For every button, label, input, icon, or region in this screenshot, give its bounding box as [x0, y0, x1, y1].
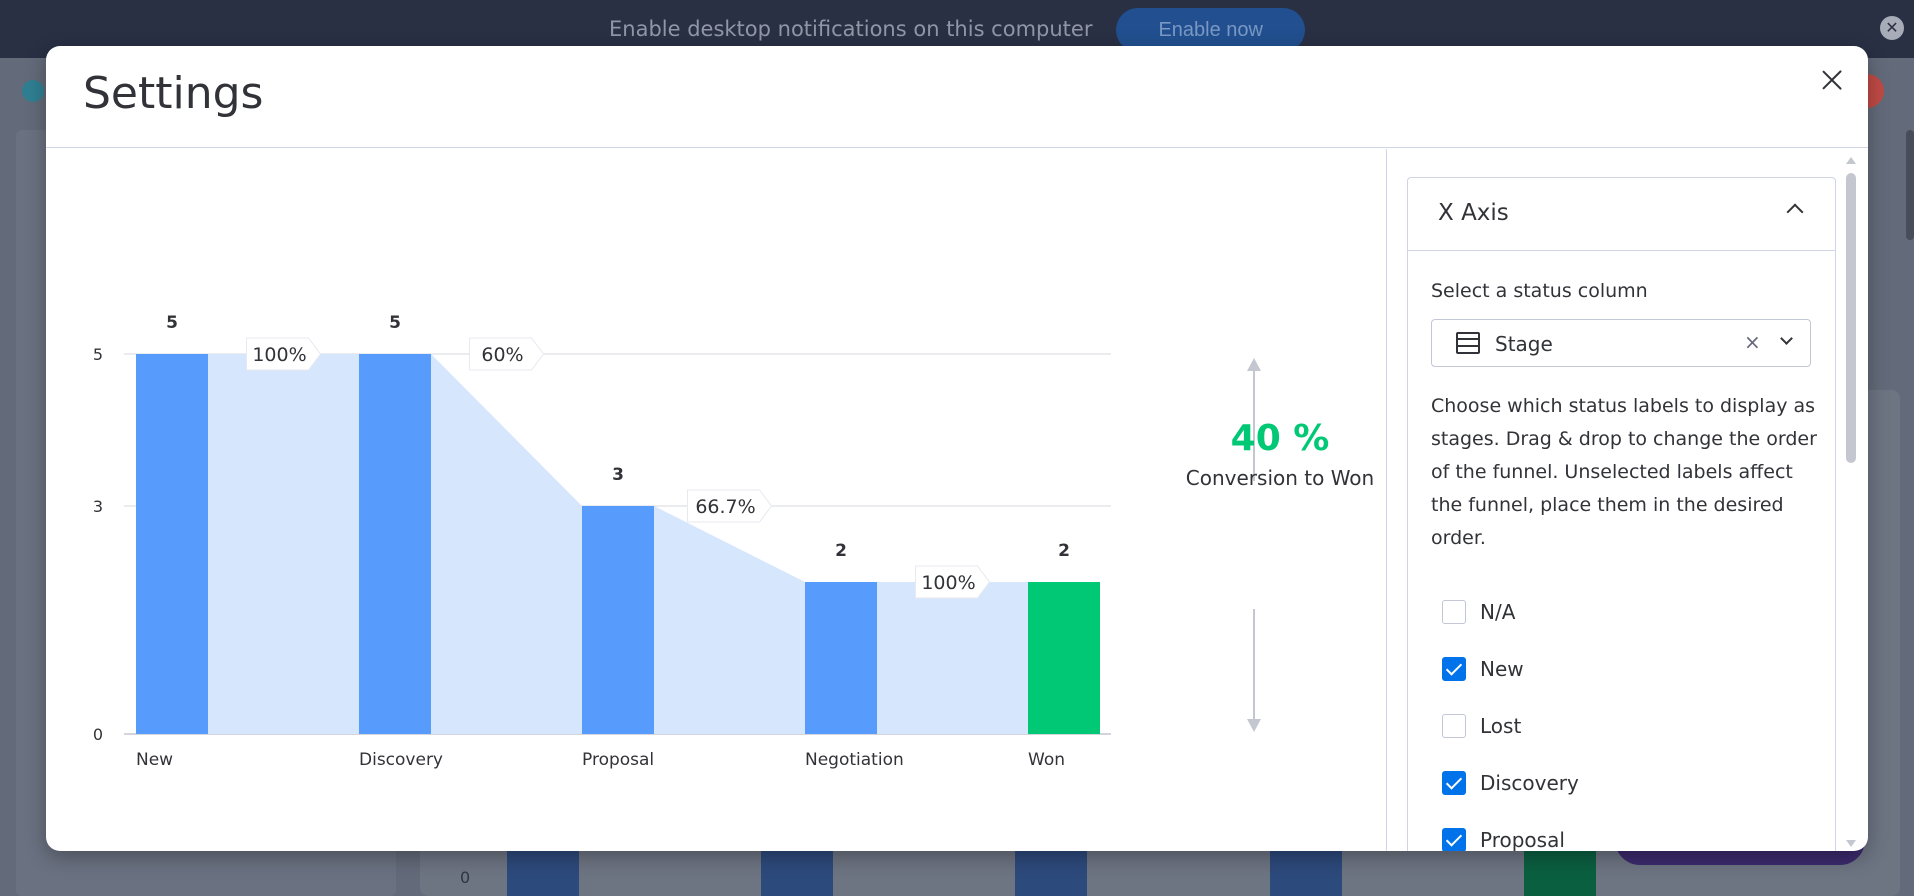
checkbox-label: New [1480, 657, 1524, 681]
background-bar [1015, 845, 1087, 896]
background-scrollbar [1906, 130, 1914, 240]
table-icon [1456, 332, 1480, 354]
x-axis-section-header[interactable]: X Axis [1408, 178, 1835, 251]
data-label: 3 [612, 465, 624, 485]
y-tick-label: 5 [93, 345, 103, 364]
conversion-rate-label: 60% [481, 344, 523, 366]
conversion-tag [687, 489, 773, 523]
background-bar [1524, 845, 1596, 896]
checkbox[interactable] [1442, 657, 1466, 681]
checkbox-label: Lost [1480, 714, 1522, 738]
scrollbar[interactable] [1846, 173, 1856, 463]
x-axis-section: X Axis Select a status column Stage × Ch… [1407, 177, 1836, 851]
settings-panel: X Axis Select a status column Stage × Ch… [1387, 149, 1868, 851]
checkbox-label: Discovery [1480, 771, 1579, 795]
scroll-up-icon[interactable] [1846, 157, 1856, 164]
conversion-tag [915, 565, 991, 599]
background-bar [761, 845, 833, 896]
chevron-up-icon[interactable] [1786, 203, 1804, 221]
enable-notifications-button[interactable]: Enable now [1116, 8, 1305, 52]
clear-icon[interactable]: × [1744, 330, 1761, 354]
data-label: 5 [166, 313, 178, 333]
notification-text: Enable desktop notifications on this com… [609, 17, 1093, 41]
app-logo [22, 80, 44, 102]
y-tick-label: 0 [93, 725, 103, 744]
status-label-item[interactable]: Proposal [1442, 824, 1565, 851]
arrow-down-icon [1247, 719, 1261, 732]
bar [805, 582, 877, 734]
x-tick-label: Proposal [582, 750, 654, 770]
status-label-item[interactable]: Lost [1442, 710, 1521, 742]
x-tick-label: Won [1028, 750, 1065, 770]
status-label-item[interactable]: N/A [1442, 596, 1515, 628]
divider [1386, 149, 1387, 851]
scroll-down-icon[interactable] [1846, 840, 1856, 847]
description-text: Choose which status labels to display as… [1431, 395, 1817, 549]
data-label: 2 [1058, 541, 1070, 561]
background-bar [1270, 845, 1342, 896]
data-label: 5 [389, 313, 401, 333]
x-tick-label: Negotiation [805, 750, 904, 770]
arrow-up-icon [1247, 358, 1261, 371]
conversion-label: Conversion to Won [1185, 466, 1375, 490]
status-label-item[interactable]: New [1442, 653, 1524, 685]
checkbox-label: Proposal [1480, 828, 1565, 851]
bar [136, 354, 208, 734]
data-label: 2 [835, 541, 847, 561]
checkbox[interactable] [1442, 600, 1466, 624]
funnel-chart: 0 3 5 5 New 5 Discovery 3 Proposal 2 Negotiation 2 W… [46, 149, 1386, 851]
checkbox[interactable] [1442, 714, 1466, 738]
status-label-item[interactable]: Discovery [1442, 767, 1579, 799]
bar [582, 506, 654, 734]
conversion-value: 40 % [1230, 418, 1330, 459]
conversion-rate-label: 100% [252, 344, 306, 366]
status-column-label: Select a status column [1431, 280, 1648, 302]
checkbox[interactable] [1442, 771, 1466, 795]
conversion-rate-label: 100% [921, 572, 975, 594]
checkbox[interactable] [1442, 828, 1466, 851]
checkbox-label: N/A [1480, 600, 1516, 624]
bar [359, 354, 431, 734]
section-title: X Axis [1438, 200, 1509, 226]
background-bar [507, 845, 579, 896]
y-tick-label: 3 [93, 497, 103, 516]
status-column-value: Stage [1495, 332, 1553, 356]
conversion-tag [469, 337, 545, 371]
x-tick-label: Discovery [359, 750, 443, 770]
modal-header: Settings [46, 46, 1868, 148]
chevron-down-icon[interactable] [1780, 332, 1793, 345]
conversion-rate-label: 66.7% [695, 496, 755, 518]
conversion-tag [246, 337, 322, 371]
x-tick-label: New [136, 750, 173, 770]
settings-modal: Settings 0 3 5 5 New 5 Discovery 3 Proposal 2 Nego… [46, 46, 1868, 851]
funnel-chart-svg: 0 3 5 5 New 5 Discovery 3 Proposal 2 Negotiation 2 W… [93, 313, 1261, 770]
status-column-select[interactable]: Stage × [1431, 319, 1811, 367]
close-icon[interactable] [1814, 62, 1850, 98]
bar [1028, 582, 1100, 734]
background-axis-zero: 0 [460, 868, 471, 887]
close-icon[interactable]: ✕ [1880, 16, 1904, 40]
page-title: Settings [83, 68, 264, 119]
